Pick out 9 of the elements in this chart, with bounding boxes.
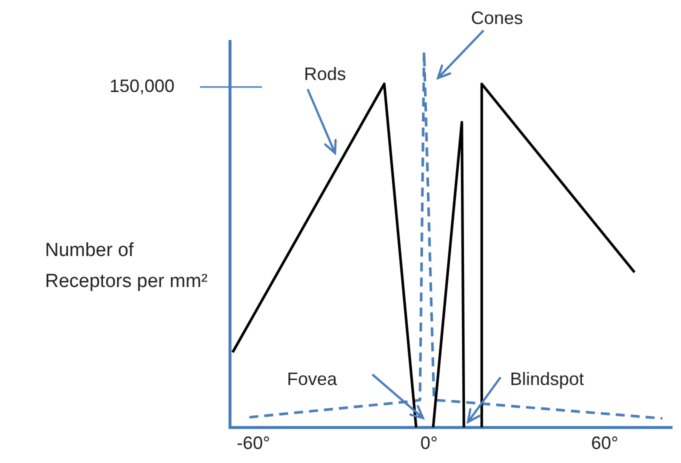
x-tick-label: -60°	[236, 433, 270, 454]
y-axis-title: Number of Receptors per mm²	[45, 239, 209, 294]
annotation: Fovea	[286, 368, 338, 389]
annotation: Blindspot	[510, 368, 584, 389]
annotation: Rods	[304, 64, 346, 84]
x-tick-label: 60°	[591, 433, 618, 454]
text: Cones	[470, 8, 524, 28]
x-tick-label: 0°	[420, 433, 438, 454]
text: 150,000	[109, 76, 175, 96]
